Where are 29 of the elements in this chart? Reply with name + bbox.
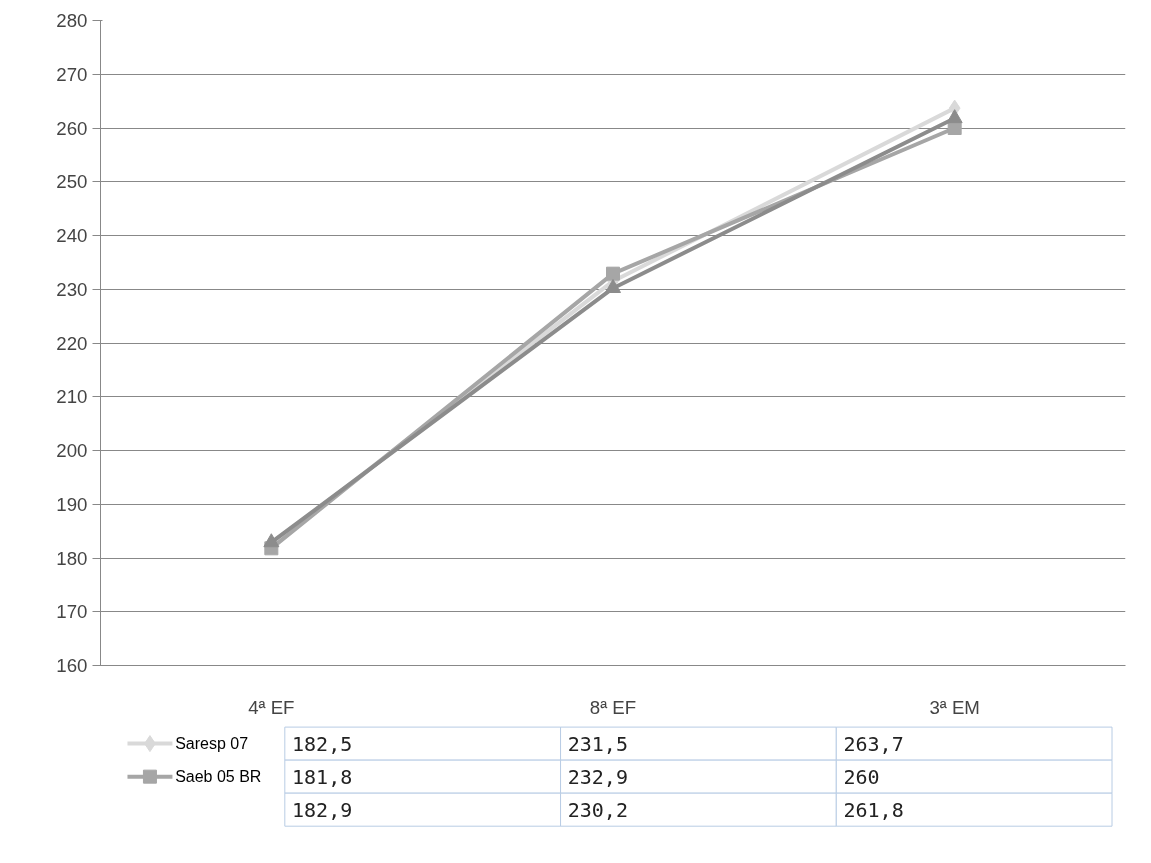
y-tick-label: 180 [56,547,88,569]
data-label: 261,8 [843,797,904,822]
legend-label: Saresp 07 [175,735,249,753]
y-tick-label: 280 [56,10,88,31]
data-label: 181,8 [292,764,353,789]
data-label: 260 [843,764,880,789]
y-tick-label: 170 [56,601,88,623]
data-label: 232,9 [567,764,628,789]
data-label: 182,5 [292,731,353,756]
y-tick-label: 240 [56,225,88,246]
point [263,533,280,548]
y-tick-label: 200 [56,440,88,461]
y-tick-label: 190 [56,493,88,515]
y-tick-label: 270 [56,63,88,85]
data-label: 182,9 [292,797,353,822]
data-label: 231,5 [567,731,628,756]
y-tick-label: 260 [56,117,88,139]
y-tick-label: 160 [56,655,88,676]
y-tick-label: 250 [56,171,88,193]
y-tick-label: 220 [56,332,88,354]
point [946,109,963,124]
legend-label: Saeb 05 BR [175,768,262,786]
y-tick-label: 230 [56,278,88,300]
data-label: 263,7 [843,731,904,756]
y-tick-label: 210 [56,386,88,408]
x-tick-label: 8ª EF [589,696,637,718]
x-tick-label: 4ª EF [248,696,295,718]
x-tick-label: 3ª EM [929,696,980,718]
data-label: 230,2 [567,797,628,822]
